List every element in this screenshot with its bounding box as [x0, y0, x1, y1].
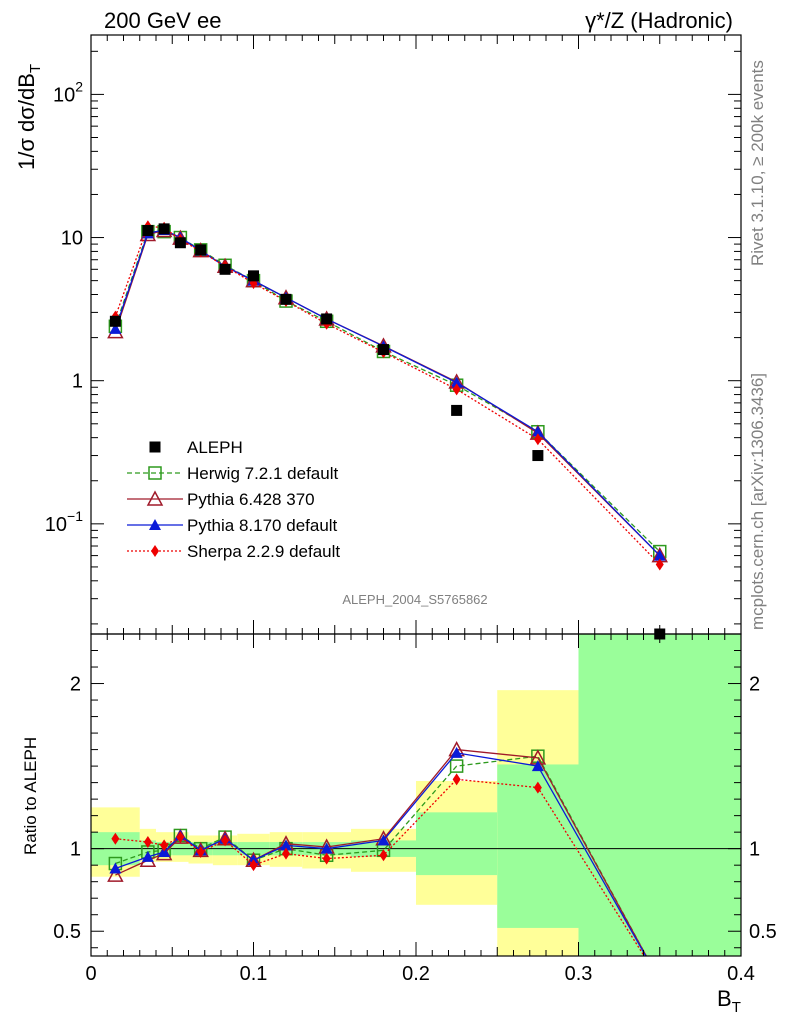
ratio-point-pythia8-9: [377, 834, 390, 846]
ratio-point-sherpa-2: [160, 839, 169, 852]
ratio-point-sherpa-0: [111, 832, 120, 845]
legend-label-pythia8: Pythia 8.170 default: [187, 516, 338, 535]
plot-frames: 10−1 1 10 102 0 0.1 0.2 0.3 0.4 0.5 0.5 1 1 2 2: [45, 34, 777, 985]
ratio-point-pythia8-1: [141, 850, 154, 862]
data-point-5: [219, 263, 231, 275]
ratio-ytick-label-left-1: 1: [70, 839, 81, 861]
legend-marker-pythia8: [149, 519, 161, 530]
main-y-axis-label: 1/σ dσ/dBT: [14, 64, 44, 170]
ratio-point-sherpa-1: [143, 836, 152, 849]
data-point-11: [532, 450, 544, 462]
x-tick-label-3: 0.3: [565, 963, 593, 985]
ratio-point-pythia8-8: [320, 842, 333, 854]
ratio-point-pythia6-0: [107, 866, 124, 882]
data-point-8: [321, 313, 333, 325]
rivet-version-label: Rivet 3.1.10, ≥ 200k events: [748, 60, 767, 266]
legend-marker-herwig: [148, 466, 162, 480]
x-tick-label-0: 0: [85, 963, 96, 985]
main-ytick-label-1: 1: [72, 371, 83, 393]
ratio-point-sherpa-10: [452, 773, 461, 786]
data-point-3: [174, 237, 186, 249]
data-point-0: [109, 315, 121, 327]
legend-label-data: ALEPH: [187, 438, 243, 457]
x-axis-label: BT: [717, 986, 741, 1016]
ratio-point-sherpa-7: [282, 847, 290, 860]
ratio-point-sherpa-9: [379, 849, 388, 862]
process-label: γ*/Z (Hadronic): [585, 8, 733, 33]
main-point-sherpa-11: [533, 433, 542, 446]
legend-marker-pythia6: [146, 490, 164, 506]
main-point-sherpa-10: [452, 383, 461, 396]
inner-band-12: [578, 634, 741, 956]
main-point-pythia8-10: [450, 376, 463, 388]
x-tick-label-2: 0.2: [402, 963, 430, 985]
ratio-ytick-label-left-2: 2: [70, 674, 81, 696]
ratio-point-sherpa-11: [533, 781, 542, 794]
ratio-ytick-label-right-0: 0.5: [749, 921, 777, 943]
main-point-pythia8-12: [653, 549, 666, 561]
x-tick-label-4: 0.4: [727, 963, 755, 985]
ratio-ytick-label-left-0: 0.5: [53, 921, 81, 943]
data-point-1: [142, 225, 154, 237]
legend-marker-data: [149, 441, 161, 453]
main-ytick-label-0: 10−1: [45, 508, 83, 536]
main-point-pythia8-11: [531, 425, 544, 437]
ratio-point-sherpa-4: [196, 845, 205, 858]
legend: ALEPH Herwig 7.2.1 default Pythia 6.428 37…: [127, 438, 340, 561]
main-ytick-label-2: 10: [61, 228, 83, 250]
ratio-ytick-label-right-2: 2: [749, 674, 760, 696]
mcplots-label: mcplots.cern.ch [arXiv:1306.3436]: [748, 373, 767, 630]
inner-band-10: [416, 812, 498, 876]
legend-label-pythia6: Pythia 6.428 370: [187, 490, 315, 509]
legend-label-herwig: Herwig 7.2.1 default: [187, 464, 338, 483]
main-y-label-text: 1/σ dσ/dBT: [14, 64, 44, 170]
main-ytick-label-3: 102: [53, 78, 83, 106]
ratio-point-pythia8-11: [531, 760, 544, 772]
x-tick-label-1: 0.1: [240, 963, 268, 985]
ratio-point-sherpa-8: [322, 852, 331, 865]
ratio-point-herwig-10: [449, 759, 464, 773]
ratio-point-pythia8-0: [109, 862, 122, 874]
ratio-uncertainty-bands: [91, 634, 741, 956]
data-point-2: [158, 223, 170, 235]
ratio-point-sherpa-5: [221, 834, 230, 847]
legend-label-sherpa: Sherpa 2.2.9 default: [187, 542, 340, 561]
data-point-9: [378, 344, 389, 356]
main-point-sherpa-12: [655, 558, 664, 571]
main-plot: [107, 220, 669, 640]
ratio-point-pythia8-10: [450, 746, 463, 758]
legend-marker-sherpa: [151, 545, 159, 557]
analysis-watermark: ALEPH_2004_S5765862: [342, 592, 487, 607]
ratio-point-sherpa-6: [249, 859, 258, 872]
ratio-point-pythia8-2: [158, 845, 171, 857]
ratio-point-pythia8-7: [280, 839, 292, 851]
ratio-y-axis-label: Ratio to ALEPH: [21, 737, 40, 855]
data-point-6: [248, 270, 259, 282]
ratio-ytick-label-right-1: 1: [749, 839, 760, 861]
energy-label: 200 GeV ee: [104, 8, 221, 33]
data-point-4: [195, 244, 207, 256]
main-point-pythia8-0: [109, 322, 122, 334]
main-line-sherpa: [114, 225, 661, 565]
ratio-plot: [91, 741, 741, 956]
data-point-10: [451, 404, 463, 416]
ratio-point-sherpa-3: [176, 831, 185, 844]
x-label-text: BT: [717, 986, 741, 1016]
ratio-series-group: [91, 741, 741, 956]
data-point-7: [280, 293, 292, 305]
